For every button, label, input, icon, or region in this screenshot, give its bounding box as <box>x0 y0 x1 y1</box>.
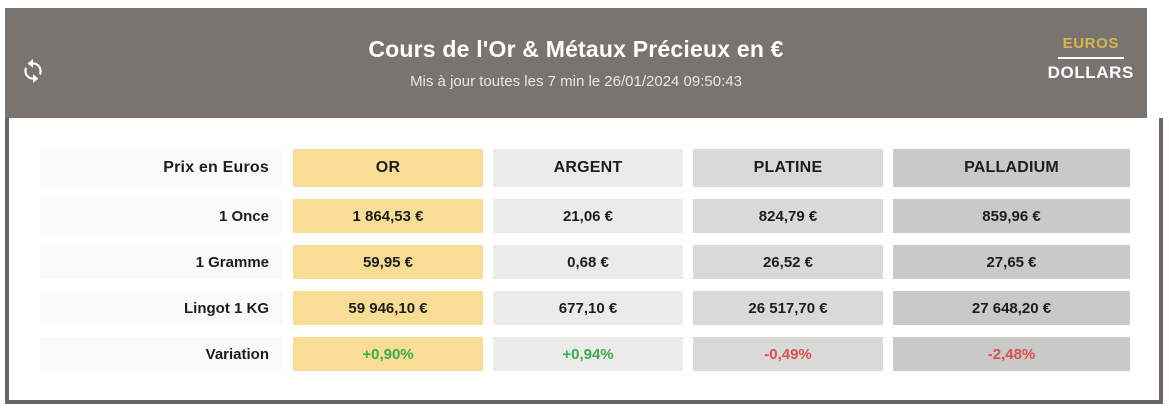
table-corner-header: Prix en Euros <box>40 149 283 187</box>
currency-toggle: EUROS DOLLARS <box>1048 35 1134 83</box>
row-label-variation: Variation <box>40 337 283 371</box>
price-palladium-lingot: 27 648,20 € <box>893 291 1130 325</box>
price-platine-gramme: 26,52 € <box>693 245 883 279</box>
price-argent-once: 21,06 € <box>493 199 683 233</box>
variation-palladium: -2,48% <box>893 337 1130 371</box>
price-or-gramme: 59,95 € <box>293 245 483 279</box>
variation-or: +0,90% <box>293 337 483 371</box>
price-argent-gramme: 0,68 € <box>493 245 683 279</box>
column-header-or: OR <box>293 149 483 187</box>
price-argent-lingot: 677,10 € <box>493 291 683 325</box>
prices-table: Prix en Euros OR ARGENT PLATINE PALLADIU… <box>40 149 1130 371</box>
price-or-once: 1 864,53 € <box>293 199 483 233</box>
page-title: Cours de l'Or & Métaux Précieux en € <box>368 36 784 62</box>
variation-platine: -0,49% <box>693 337 883 371</box>
column-header-argent: ARGENT <box>493 149 683 187</box>
prices-panel: Prix en Euros OR ARGENT PLATINE PALLADIU… <box>5 118 1163 404</box>
column-header-platine: PLATINE <box>693 149 883 187</box>
currency-divider <box>1057 57 1124 59</box>
currency-option-dollars[interactable]: DOLLARS <box>1047 63 1134 82</box>
update-status: Mis à jour toutes les 7 min le 26/01/202… <box>410 73 742 90</box>
row-label-lingot: Lingot 1 KG <box>40 291 283 325</box>
refresh-icon[interactable] <box>19 57 46 84</box>
row-label-once: 1 Once <box>40 199 283 233</box>
price-palladium-gramme: 27,65 € <box>893 245 1130 279</box>
price-or-lingot: 59 946,10 € <box>293 291 483 325</box>
widget-header: Cours de l'Or & Métaux Précieux en € Mis… <box>5 8 1147 118</box>
price-palladium-once: 859,96 € <box>893 199 1130 233</box>
currency-option-euros[interactable]: EUROS <box>1062 35 1119 52</box>
column-header-palladium: PALLADIUM <box>893 149 1130 187</box>
variation-argent: +0,94% <box>493 337 683 371</box>
row-label-gramme: 1 Gramme <box>40 245 283 279</box>
price-platine-lingot: 26 517,70 € <box>693 291 883 325</box>
price-platine-once: 824,79 € <box>693 199 883 233</box>
